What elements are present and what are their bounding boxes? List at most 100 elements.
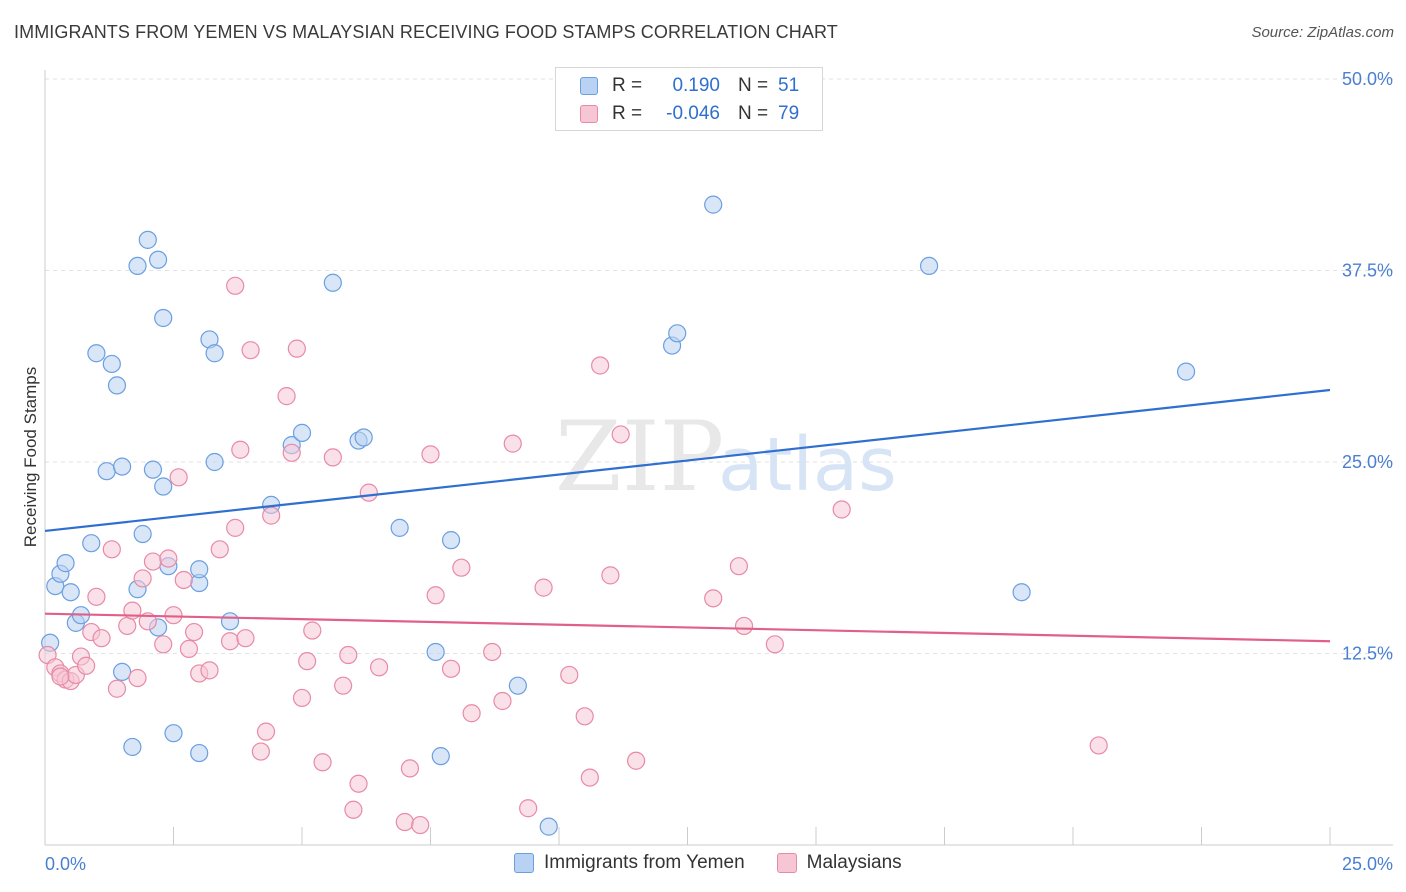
legend-swatch-yemen xyxy=(514,853,534,873)
data-point xyxy=(220,612,240,631)
data-point xyxy=(503,434,522,453)
legend-n-label: N = xyxy=(738,103,769,124)
legend-item-yemen[interactable]: Immigrants from Yemen xyxy=(514,852,745,874)
data-point xyxy=(102,540,121,559)
data-point xyxy=(591,356,610,375)
data-point xyxy=(226,276,245,295)
data-point xyxy=(483,642,502,662)
chart-source: Source: ZipAtlas.com xyxy=(1251,24,1394,41)
data-point xyxy=(128,256,147,276)
data-point xyxy=(169,468,188,487)
data-point xyxy=(508,676,527,695)
data-point xyxy=(626,751,646,770)
data-point xyxy=(539,817,558,836)
y-tick-label: 12.5% xyxy=(1342,644,1393,664)
data-point xyxy=(390,518,409,537)
data-point xyxy=(832,500,851,519)
legend-r-value: 0.190 xyxy=(672,75,720,96)
legend-row-malaysians: R = -0.046 N = 79 xyxy=(580,101,799,127)
legend-label-malaysians: Malaysians xyxy=(806,852,902,873)
data-point xyxy=(601,566,620,585)
data-point xyxy=(190,560,209,579)
legend-item-malaysians[interactable]: Malaysians xyxy=(776,852,902,874)
data-point xyxy=(112,457,132,476)
data-point xyxy=(154,635,173,654)
data-point xyxy=(133,569,152,588)
x-axis-tick-labels: 0.0% 25.0% xyxy=(45,854,1393,874)
data-point xyxy=(164,724,183,743)
data-point xyxy=(138,230,157,249)
gridlines xyxy=(45,78,1393,654)
watermark-zip: ZIP xyxy=(555,401,724,513)
data-point xyxy=(421,445,440,464)
data-point xyxy=(61,583,80,602)
series-yemen xyxy=(41,195,1196,836)
data-point xyxy=(241,341,260,360)
y-tick-label: 25.0% xyxy=(1342,452,1393,472)
stats-legend: R = 0.190 N = 51 R = -0.046 N = 79 xyxy=(555,67,823,131)
data-point xyxy=(580,768,599,787)
data-point xyxy=(123,737,142,757)
data-point xyxy=(298,652,317,671)
data-point xyxy=(734,616,754,636)
data-point xyxy=(1089,736,1108,755)
data-point xyxy=(426,642,445,662)
data-point xyxy=(143,460,163,479)
x-tick-label: 0.0% xyxy=(45,854,86,874)
data-point xyxy=(704,589,723,608)
data-point xyxy=(133,524,152,544)
data-point xyxy=(729,557,749,576)
data-point xyxy=(323,273,342,292)
data-point xyxy=(668,324,687,343)
data-point xyxy=(179,639,199,659)
trend-lines xyxy=(44,388,1331,643)
data-point xyxy=(303,621,322,640)
legend-r-value: -0.046 xyxy=(666,103,720,124)
data-point xyxy=(411,815,430,835)
data-point xyxy=(256,722,276,741)
data-point xyxy=(82,534,101,553)
legend-swatch-malaysians xyxy=(580,105,598,123)
legend-r-label: R = xyxy=(612,75,643,96)
data-point xyxy=(323,448,342,467)
data-point xyxy=(282,443,301,462)
data-point xyxy=(251,742,270,761)
data-point xyxy=(102,354,121,374)
data-point xyxy=(262,506,281,525)
legend-n-value: 51 xyxy=(778,75,800,96)
legend-r-label: R = xyxy=(612,103,643,124)
data-point xyxy=(107,376,127,395)
y-axis-label: Receiving Food Stamps xyxy=(21,367,40,547)
data-point xyxy=(190,743,209,763)
legend-swatch-yemen xyxy=(580,77,598,95)
legend-n-value: 79 xyxy=(778,103,800,124)
data-point xyxy=(205,452,224,472)
data-point xyxy=(395,812,414,832)
y-tick-label: 37.5% xyxy=(1342,261,1393,281)
trend-line-yemen xyxy=(44,388,1331,533)
series-legend: Immigrants from Yemen Malaysians xyxy=(514,852,934,874)
data-point xyxy=(359,483,378,502)
axes xyxy=(44,70,1393,846)
data-point xyxy=(292,688,312,708)
data-point xyxy=(118,616,137,636)
legend-row-yemen: R = 0.190 N = 51 xyxy=(580,73,799,99)
data-point xyxy=(112,662,132,681)
data-point xyxy=(462,704,481,723)
data-point xyxy=(205,344,224,363)
data-point xyxy=(107,679,127,698)
data-point xyxy=(148,250,168,269)
series-malaysians xyxy=(38,276,1108,835)
data-point xyxy=(370,658,389,677)
data-point xyxy=(431,747,450,766)
data-point xyxy=(138,612,157,631)
data-point xyxy=(226,518,245,537)
data-point xyxy=(210,540,229,559)
x-axis-ticks xyxy=(44,827,1331,845)
data-point xyxy=(919,256,939,276)
data-point xyxy=(174,570,193,590)
data-point xyxy=(287,339,306,358)
data-point xyxy=(154,308,173,328)
data-point xyxy=(87,344,106,363)
